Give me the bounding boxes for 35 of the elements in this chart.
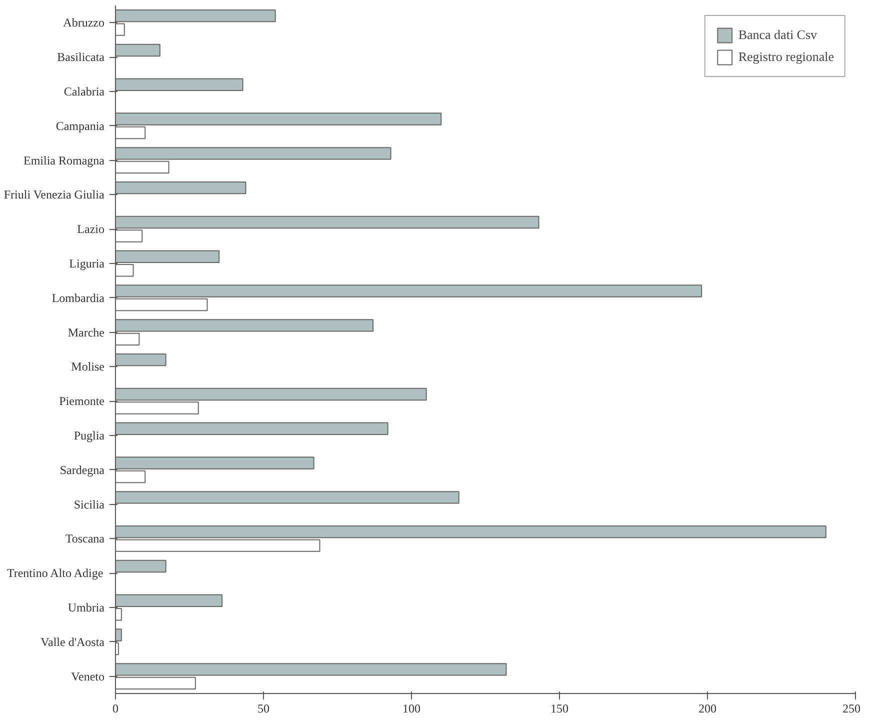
bar xyxy=(116,353,166,366)
y-tick-label: Veneto xyxy=(71,669,105,684)
y-tick-label: Umbria xyxy=(68,600,106,614)
y-tick-label: Emilia Romagna xyxy=(24,153,106,168)
y-tick-label: Friuli Venezia Giulia xyxy=(4,188,105,202)
y-tick-label: Lombardia xyxy=(52,290,106,305)
y-tick-label: Calabria xyxy=(64,84,106,98)
x-tick-label: 100 xyxy=(402,702,420,716)
bar xyxy=(116,422,388,435)
y-tick-label: Sicilia xyxy=(74,497,106,512)
bar xyxy=(116,181,246,194)
y-tick-label: Abruzzo xyxy=(63,16,105,30)
y-tick-label: Trentino Alto Adige xyxy=(6,566,104,580)
bar xyxy=(116,44,160,57)
legend-label: Registro regionale xyxy=(738,49,834,65)
bar xyxy=(116,491,460,504)
y-tick-label: Marche xyxy=(68,325,105,340)
x-tick-label: 250 xyxy=(842,702,860,716)
y-tick-label: Piemonte xyxy=(59,394,104,408)
y-tick-label: Campania xyxy=(56,118,106,133)
y-tick-label: Sardegna xyxy=(60,462,106,477)
x-tick-label: 200 xyxy=(698,702,716,716)
y-tick-label: Lazio xyxy=(77,222,105,236)
y-tick-label: Basilicata xyxy=(57,50,106,64)
x-tick-label: 0 xyxy=(112,702,118,716)
y-tick-label: Liguria xyxy=(69,256,106,270)
bar xyxy=(116,560,166,573)
legend-label: Banca dati Csv xyxy=(738,27,818,43)
y-tick-label: Puglia xyxy=(74,428,106,442)
bar xyxy=(116,78,244,91)
x-tick-label: 50 xyxy=(258,702,270,716)
y-tick-label: Toscana xyxy=(65,532,106,546)
y-tick-label: Molise xyxy=(71,360,105,374)
y-tick-label: Valle d'Aosta xyxy=(40,634,106,649)
x-tick-label: 150 xyxy=(550,702,568,716)
